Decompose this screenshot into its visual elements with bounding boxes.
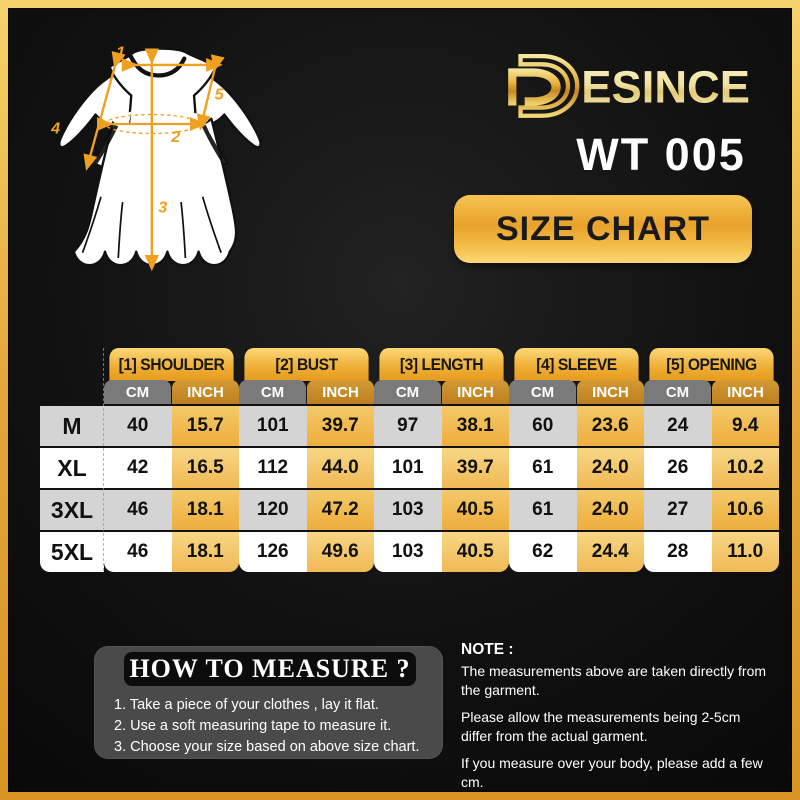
svg-text:4: 4 xyxy=(51,120,61,138)
svg-text:3: 3 xyxy=(159,199,168,217)
svg-text:1: 1 xyxy=(117,44,126,62)
svg-text:5: 5 xyxy=(215,86,225,104)
svg-text:ESINCE: ESINCE xyxy=(581,61,750,112)
svg-text:2: 2 xyxy=(171,128,181,146)
